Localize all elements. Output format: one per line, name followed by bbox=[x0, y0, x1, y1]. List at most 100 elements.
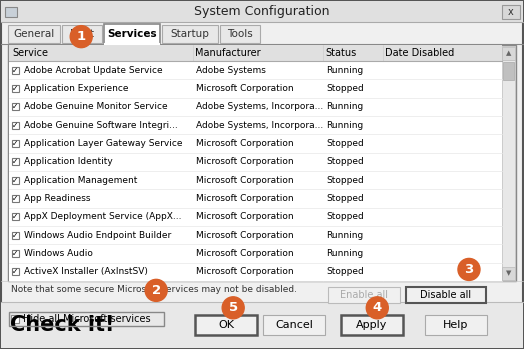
Bar bbox=[12, 268, 19, 275]
Text: Help: Help bbox=[443, 320, 468, 330]
Bar bbox=[9, 171, 502, 190]
Text: Running: Running bbox=[326, 102, 363, 111]
Text: Microsoft Corporation: Microsoft Corporation bbox=[196, 212, 293, 221]
Bar bbox=[9, 312, 164, 326]
Text: ✓: ✓ bbox=[12, 267, 19, 276]
Bar bbox=[12, 250, 19, 257]
Bar bbox=[406, 287, 486, 303]
Text: Stopped: Stopped bbox=[326, 157, 364, 166]
Text: Running: Running bbox=[326, 231, 363, 240]
Bar bbox=[9, 226, 502, 244]
Text: Application Identity: Application Identity bbox=[24, 157, 113, 166]
Text: ✓: ✓ bbox=[12, 121, 19, 130]
Text: App Readiness: App Readiness bbox=[24, 194, 91, 203]
Bar bbox=[502, 46, 515, 280]
Text: Enable all: Enable all bbox=[340, 290, 388, 300]
Text: Adobe Systems, Incorpora...: Adobe Systems, Incorpora... bbox=[196, 121, 323, 130]
Text: Service: Service bbox=[12, 48, 48, 58]
Text: x: x bbox=[508, 7, 514, 17]
Text: Boot: Boot bbox=[70, 29, 94, 39]
Text: Stopped: Stopped bbox=[326, 194, 364, 203]
Text: Microsoft Corporation: Microsoft Corporation bbox=[196, 84, 293, 93]
Bar bbox=[8, 45, 516, 281]
Text: 1: 1 bbox=[77, 30, 86, 43]
Bar bbox=[9, 116, 502, 134]
Circle shape bbox=[145, 279, 167, 302]
Text: General: General bbox=[14, 29, 54, 39]
Bar bbox=[502, 267, 515, 280]
Bar bbox=[12, 177, 19, 184]
Bar bbox=[220, 25, 260, 43]
Circle shape bbox=[458, 258, 480, 281]
Bar bbox=[9, 190, 502, 208]
Bar bbox=[502, 5, 520, 19]
Text: Adobe Genuine Monitor Service: Adobe Genuine Monitor Service bbox=[24, 102, 168, 111]
Bar bbox=[12, 67, 19, 74]
Text: Application Layer Gateway Service: Application Layer Gateway Service bbox=[24, 139, 182, 148]
Text: Microsoft Corporation: Microsoft Corporation bbox=[196, 249, 293, 258]
Circle shape bbox=[366, 297, 388, 319]
Bar bbox=[9, 61, 502, 79]
Text: Services: Services bbox=[107, 29, 157, 39]
Text: Disable all: Disable all bbox=[420, 290, 472, 300]
Text: Stopped: Stopped bbox=[326, 176, 364, 185]
Bar bbox=[12, 103, 19, 110]
Text: AppX Deployment Service (AppX...: AppX Deployment Service (AppX... bbox=[24, 212, 181, 221]
Text: Application Experience: Application Experience bbox=[24, 84, 128, 93]
Text: System Configuration: System Configuration bbox=[194, 6, 330, 18]
Bar bbox=[9, 244, 502, 263]
Text: Check it!: Check it! bbox=[10, 315, 114, 335]
Text: Stopped: Stopped bbox=[326, 139, 364, 148]
Bar bbox=[12, 122, 19, 129]
Bar bbox=[104, 24, 160, 44]
Bar bbox=[263, 315, 325, 335]
Text: Microsoft Corporation: Microsoft Corporation bbox=[196, 231, 293, 240]
Text: ✓: ✓ bbox=[12, 139, 19, 148]
Text: Microsoft Corporation: Microsoft Corporation bbox=[196, 139, 293, 148]
Text: ✓: ✓ bbox=[12, 66, 19, 75]
Text: ✓: ✓ bbox=[12, 212, 19, 221]
Text: ✓: ✓ bbox=[12, 157, 19, 166]
Bar bbox=[503, 62, 514, 80]
Bar bbox=[1, 1, 523, 22]
Text: Microsoft Corporation: Microsoft Corporation bbox=[196, 157, 293, 166]
Bar bbox=[162, 25, 218, 43]
Bar bbox=[12, 232, 19, 239]
Text: ActiveX Installer (AxInstSV): ActiveX Installer (AxInstSV) bbox=[24, 267, 148, 276]
Text: Microsoft Corporation: Microsoft Corporation bbox=[196, 194, 293, 203]
Bar bbox=[9, 263, 502, 281]
Text: 3: 3 bbox=[464, 263, 474, 276]
Bar bbox=[9, 153, 502, 171]
Bar bbox=[9, 208, 502, 226]
Text: Microsoft Corporation: Microsoft Corporation bbox=[196, 267, 293, 276]
Bar bbox=[9, 79, 502, 98]
Bar bbox=[9, 45, 502, 61]
Text: Windows Audio: Windows Audio bbox=[24, 249, 93, 258]
Text: ✓: ✓ bbox=[12, 176, 19, 185]
Text: ✓: ✓ bbox=[12, 249, 19, 258]
Bar bbox=[62, 25, 102, 43]
Bar bbox=[12, 213, 19, 220]
Text: ✓: ✓ bbox=[12, 231, 19, 240]
Text: Windows Audio Endpoint Builder: Windows Audio Endpoint Builder bbox=[24, 231, 171, 240]
Bar bbox=[11, 315, 19, 323]
Circle shape bbox=[70, 25, 92, 48]
Bar bbox=[425, 315, 487, 335]
Text: Running: Running bbox=[326, 121, 363, 130]
Text: Apply: Apply bbox=[356, 320, 388, 330]
Bar bbox=[12, 140, 19, 147]
Text: Cancel: Cancel bbox=[275, 320, 313, 330]
Text: Running: Running bbox=[326, 66, 363, 75]
Bar bbox=[8, 25, 60, 43]
Text: Stopped: Stopped bbox=[326, 84, 364, 93]
Text: Date Disabled: Date Disabled bbox=[385, 48, 454, 58]
Bar bbox=[12, 158, 19, 165]
Text: Microsoft Corporation: Microsoft Corporation bbox=[196, 176, 293, 185]
Bar bbox=[12, 85, 19, 92]
Text: ▲: ▲ bbox=[506, 51, 511, 57]
Text: Adobe Systems, Incorpora...: Adobe Systems, Incorpora... bbox=[196, 102, 323, 111]
Text: Startup: Startup bbox=[171, 29, 210, 39]
Text: Adobe Systems: Adobe Systems bbox=[196, 66, 266, 75]
Bar bbox=[9, 134, 502, 153]
Bar bbox=[5, 7, 17, 17]
